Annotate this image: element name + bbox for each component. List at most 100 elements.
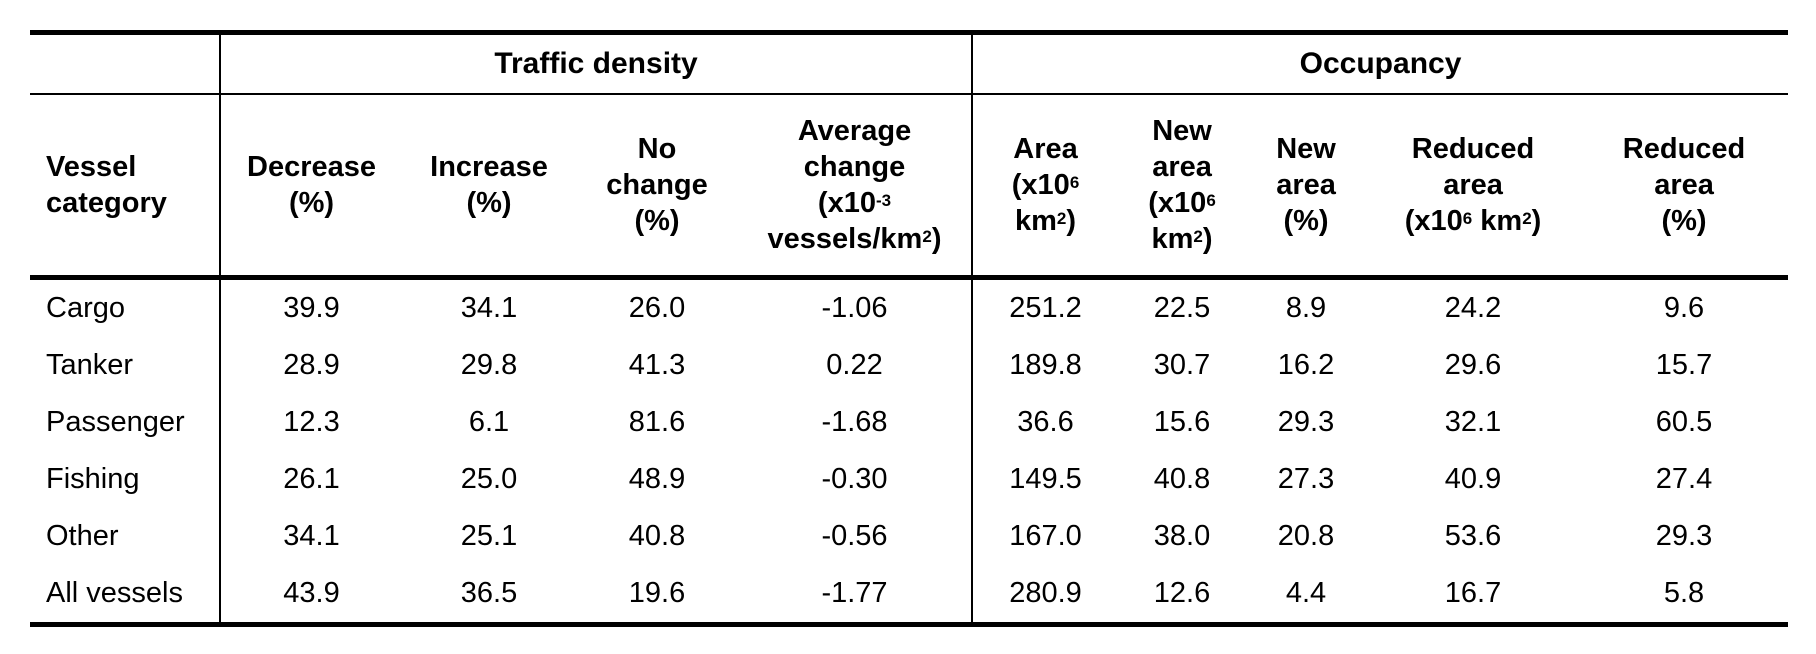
data-cell: 29.8 bbox=[460, 349, 518, 381]
data-cell: 25.1 bbox=[460, 520, 518, 552]
data-cell: -0.30 bbox=[821, 463, 888, 495]
vessel-category-cell: Fishing bbox=[46, 463, 140, 495]
superscript: 6 bbox=[1206, 191, 1216, 210]
data-cell: 9.6 bbox=[1663, 292, 1705, 324]
data-cell: 40.9 bbox=[1444, 463, 1502, 495]
header-line: (%) bbox=[466, 187, 512, 219]
header-line: vessels/km2) bbox=[742, 221, 967, 257]
col-header-average-change: Average change (x10-3 vessels/km2) bbox=[738, 94, 973, 280]
data-cell: 189.8 bbox=[971, 337, 1119, 394]
header-text: (x10 bbox=[1404, 205, 1463, 237]
col-header-vessel-category: Vessel category bbox=[30, 94, 220, 280]
header-line: Reduced bbox=[1411, 133, 1535, 165]
data-cell: 40.8 bbox=[1153, 463, 1211, 495]
data-cell: 26.0 bbox=[628, 292, 686, 324]
data-cell: 12.6 bbox=[1118, 565, 1247, 627]
header-text: ) bbox=[1066, 205, 1077, 237]
table-row: Tanker 28.9 29.8 41.3 0.22 189.8 30.7 16.2 29.6 1… bbox=[30, 337, 1788, 394]
col-header-increase: Increase (%) bbox=[402, 94, 576, 280]
col-header-area: Area (x106 km2) bbox=[971, 94, 1119, 280]
header-text: (x10 bbox=[1011, 169, 1070, 201]
header-text: ) bbox=[1531, 205, 1542, 237]
header-line: (x106 bbox=[1122, 185, 1242, 221]
data-cell: -1.68 bbox=[821, 406, 888, 438]
data-cell: 34.1 bbox=[219, 508, 402, 565]
superscript: 2 bbox=[1056, 209, 1067, 228]
data-cell: 12.3 bbox=[219, 394, 402, 451]
vessel-category-cell: Other bbox=[46, 520, 119, 552]
superscript: 2 bbox=[922, 227, 932, 246]
header-line: change bbox=[606, 169, 708, 201]
data-cell: 28.9 bbox=[219, 337, 402, 394]
data-cell: 53.6 bbox=[1444, 520, 1502, 552]
header-line: Reduced bbox=[1622, 133, 1746, 165]
group-header-traffic-density: Traffic density bbox=[218, 30, 973, 95]
data-cell: 39.9 bbox=[219, 277, 402, 337]
header-text: vessels/km bbox=[767, 223, 923, 255]
header-line: No bbox=[637, 133, 677, 165]
data-cell: 149.5 bbox=[971, 451, 1119, 508]
header-line: (x10-3 bbox=[742, 185, 967, 221]
header-line: (%) bbox=[1283, 205, 1329, 237]
data-cell: 25.0 bbox=[460, 463, 518, 495]
data-cell: 48.9 bbox=[628, 463, 686, 495]
superscript: 2 bbox=[1522, 209, 1532, 228]
header-line: category bbox=[46, 187, 167, 219]
data-cell: 43.9 bbox=[219, 565, 402, 627]
superscript: 6 bbox=[1069, 173, 1080, 192]
data-cell: 15.7 bbox=[1655, 349, 1713, 381]
header-line: (%) bbox=[1661, 205, 1707, 237]
col-header-new-area-pct: New area (%) bbox=[1246, 94, 1367, 280]
table-row: All vessels 43.9 36.5 19.6 -1.77 280.9 12.6 4.4… bbox=[30, 565, 1789, 627]
vessel-category-cell: Cargo bbox=[46, 292, 125, 324]
data-cell: 19.6 bbox=[576, 565, 738, 627]
data-cell: 251.2 bbox=[971, 277, 1119, 337]
table-body: Cargo 39.9 34.1 26.0 -1.06 251.2 22.5 8.9 24.2 9.… bbox=[30, 277, 1789, 627]
data-cell: 40.8 bbox=[628, 520, 686, 552]
data-cell: 27.3 bbox=[1277, 463, 1335, 495]
data-cell: -0.56 bbox=[821, 520, 888, 552]
vessel-category-cell: Passenger bbox=[46, 406, 185, 438]
header-line: Area bbox=[1013, 133, 1078, 165]
data-cell: 41.3 bbox=[628, 349, 686, 381]
data-cell: 20.8 bbox=[1277, 520, 1335, 552]
header-text: km bbox=[1151, 223, 1194, 255]
data-cell: 24.2 bbox=[1444, 292, 1502, 324]
header-line: (%) bbox=[634, 205, 680, 237]
data-cell: 60.5 bbox=[1655, 406, 1713, 438]
data-cell: 32.1 bbox=[1444, 406, 1502, 438]
header-line: Average bbox=[797, 115, 912, 147]
data-cell: 6.1 bbox=[468, 406, 510, 438]
data-cell: 16.2 bbox=[1277, 349, 1335, 381]
header-line: (%) bbox=[288, 187, 335, 219]
column-header-row: Vessel category Decrease (%) Increase (%… bbox=[30, 94, 1789, 280]
data-cell: 26.1 bbox=[219, 451, 402, 508]
header-text: (x10 bbox=[817, 187, 876, 219]
col-header-no-change: No change (%) bbox=[576, 94, 738, 280]
data-cell: 167.0 bbox=[971, 508, 1119, 565]
group-header-occupancy: Occupancy bbox=[971, 30, 1789, 95]
data-cell: 36.5 bbox=[402, 565, 576, 627]
data-cell: 0.22 bbox=[826, 349, 883, 381]
header-text: km bbox=[1015, 205, 1057, 237]
data-cell: 27.4 bbox=[1655, 463, 1713, 495]
header-line: km2) bbox=[1122, 221, 1242, 257]
superscript: -3 bbox=[875, 191, 892, 210]
col-header-new-area: New area (x106 km2) bbox=[1118, 94, 1247, 280]
data-cell: 81.6 bbox=[628, 406, 686, 438]
table-row: Passenger 12.3 6.1 81.6 -1.68 36.6 15.6 29.3 32.… bbox=[30, 394, 1788, 451]
header-line: area bbox=[1654, 169, 1714, 201]
header-line: New bbox=[1152, 115, 1212, 147]
col-header-decrease: Decrease (%) bbox=[219, 94, 402, 280]
header-text: (x10 bbox=[1148, 187, 1207, 219]
header-line: km2) bbox=[977, 203, 1114, 239]
data-table-container: Traffic density Occupancy Vessel categor… bbox=[30, 30, 1789, 627]
data-cell: -1.06 bbox=[821, 292, 888, 324]
data-cell: 5.8 bbox=[1580, 565, 1789, 627]
table-row: Fishing 26.1 25.0 48.9 -0.30 149.5 40.8 27.3 40.… bbox=[30, 451, 1788, 508]
header-line: change bbox=[803, 151, 906, 183]
header-text: ) bbox=[1202, 223, 1213, 255]
col-header-reduced-area: Reduced area (x106 km2) bbox=[1366, 94, 1581, 280]
data-cell: 8.9 bbox=[1285, 292, 1327, 324]
data-cell: 36.6 bbox=[971, 394, 1119, 451]
